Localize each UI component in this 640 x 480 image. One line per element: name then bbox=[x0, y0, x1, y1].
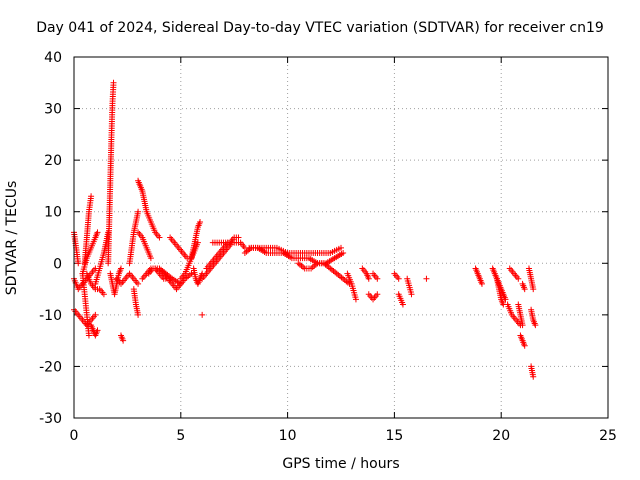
data-point bbox=[197, 219, 204, 226]
x-tick-label: 20 bbox=[492, 428, 510, 444]
data-point bbox=[519, 322, 526, 329]
data-point bbox=[521, 342, 528, 349]
data-point bbox=[199, 311, 206, 318]
data-point bbox=[147, 255, 154, 262]
data-point bbox=[365, 275, 372, 282]
y-tick-label: 40 bbox=[44, 50, 62, 66]
data-point bbox=[156, 234, 163, 241]
y-tick-label: -30 bbox=[39, 411, 62, 427]
data-point bbox=[530, 373, 537, 380]
data-point bbox=[423, 275, 430, 282]
y-tick-label: 10 bbox=[44, 205, 62, 221]
y-tick-label: 20 bbox=[44, 153, 62, 169]
x-tick-label: 0 bbox=[70, 428, 79, 444]
data-point bbox=[75, 260, 82, 267]
y-axis-label: SDTVAR / TECUs bbox=[4, 180, 20, 296]
chart-title: Day 041 of 2024, Sidereal Day-to-day VTE… bbox=[36, 20, 604, 36]
y-tick-label: 0 bbox=[53, 256, 62, 272]
data-point bbox=[235, 234, 242, 241]
data-point bbox=[135, 280, 142, 287]
data-point bbox=[374, 291, 381, 298]
y-tick-label: 30 bbox=[44, 102, 62, 118]
data-point bbox=[352, 296, 359, 303]
data-point bbox=[100, 291, 107, 298]
data-point bbox=[88, 193, 95, 200]
data-point bbox=[515, 275, 522, 282]
x-tick-label: 25 bbox=[599, 428, 617, 444]
data-point bbox=[135, 311, 142, 318]
data-point bbox=[85, 332, 92, 339]
y-tick-label: -10 bbox=[39, 308, 62, 324]
data-point bbox=[120, 337, 127, 344]
data-point bbox=[94, 229, 101, 236]
y-tick-label: -20 bbox=[39, 359, 62, 375]
data-point bbox=[338, 244, 344, 251]
data-points bbox=[71, 79, 539, 380]
plot-frame bbox=[73, 56, 609, 419]
data-point bbox=[521, 286, 528, 293]
data-point bbox=[395, 275, 402, 282]
axis-ticks: 0 5 10 15 20 25 -30 -20 -10 0 10 20 30 40 bbox=[39, 50, 617, 444]
data-point bbox=[194, 239, 201, 246]
grid-lines bbox=[74, 57, 608, 418]
data-point bbox=[117, 265, 124, 272]
x-tick-label: 15 bbox=[385, 428, 403, 444]
x-axis-label: GPS time / hours bbox=[282, 456, 400, 472]
data-point bbox=[92, 311, 99, 318]
data-point bbox=[374, 275, 381, 282]
data-point bbox=[530, 286, 537, 293]
data-point bbox=[408, 291, 415, 298]
x-tick-label: 5 bbox=[176, 428, 185, 444]
data-point bbox=[532, 322, 539, 329]
data-point bbox=[94, 327, 101, 334]
data-point bbox=[135, 208, 142, 215]
data-point bbox=[399, 301, 406, 308]
data-point bbox=[188, 270, 195, 277]
x-tick-label: 10 bbox=[279, 428, 297, 444]
data-point bbox=[478, 280, 485, 287]
data-point bbox=[340, 249, 347, 256]
data-point bbox=[110, 79, 117, 86]
